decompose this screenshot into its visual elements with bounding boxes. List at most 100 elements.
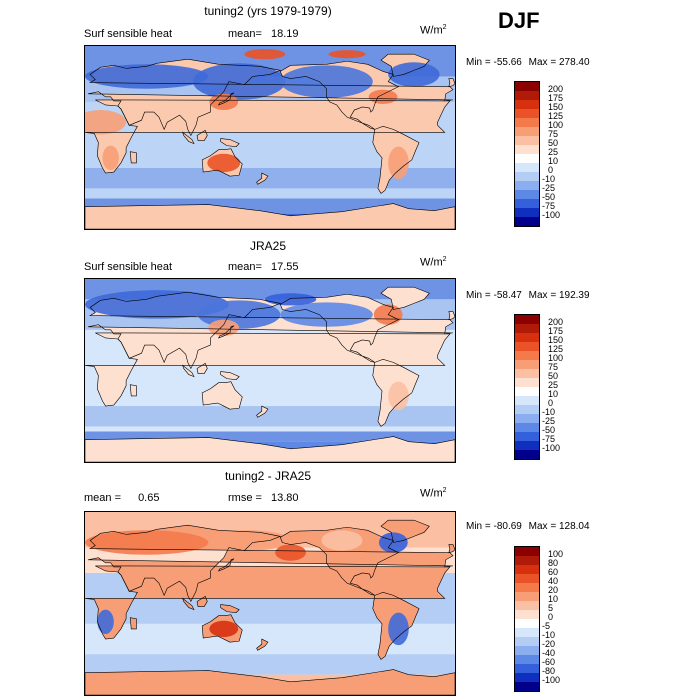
map-field-patch xyxy=(275,544,306,561)
colorbar-tick-label: -60 xyxy=(542,657,556,667)
panel1-variable: Surf sensible heat xyxy=(84,28,173,40)
colorbar-tick-label: 100 xyxy=(548,353,564,363)
colorbar-tick-label: -100 xyxy=(542,443,561,453)
colorbar-swatch xyxy=(515,405,539,414)
colorbar-tick-label: -100 xyxy=(542,675,561,685)
colorbar-swatch xyxy=(515,565,539,574)
colorbar-swatch xyxy=(515,351,539,360)
panel1-map-svg xyxy=(85,46,455,229)
colorbar-swatch xyxy=(515,610,539,619)
colorbar-tick-label: 150 xyxy=(548,335,564,345)
colorbar-tick-label: 100 xyxy=(548,549,564,559)
coastline-sumatra xyxy=(182,364,195,378)
colorbar-tick-label: -75 xyxy=(542,434,556,444)
land-fill-africa xyxy=(85,565,450,640)
coastline-madagascar xyxy=(129,384,137,397)
map-field-patch xyxy=(388,62,440,87)
coastline-sumatra xyxy=(182,131,195,145)
coastline-southAmerica xyxy=(372,358,420,427)
colorbar-swatch xyxy=(515,592,539,601)
coastline-northAmerica xyxy=(279,293,400,363)
colorbar-swatch xyxy=(515,100,539,109)
land-fill-madagascar xyxy=(130,151,137,163)
coastline-antarctica xyxy=(85,436,455,462)
colorbar-swatch xyxy=(515,369,539,378)
land-fill-newGuinea xyxy=(220,604,240,613)
land-fill-borneo xyxy=(197,130,208,141)
coastline-antarctica xyxy=(85,669,455,695)
panel2-variable: Surf sensible heat xyxy=(84,261,173,273)
colorbar-swatch xyxy=(515,163,539,172)
coastline-japan xyxy=(217,92,235,106)
coastline-africa xyxy=(85,99,451,174)
colorbar-swatch xyxy=(515,432,539,441)
colorbar-swatch xyxy=(515,682,539,691)
map-field-patch xyxy=(207,153,241,173)
colorbar-swatch xyxy=(515,655,539,664)
land-fill-newZealand xyxy=(256,639,268,651)
coastline-greenland xyxy=(380,53,430,77)
panel2-map xyxy=(84,278,456,463)
colorbar-tick-label: 25 xyxy=(548,147,559,157)
coastline-newGuinea xyxy=(220,371,240,380)
panel1-map xyxy=(84,45,456,230)
land-fill-africa xyxy=(85,332,450,407)
colorbar-tick-label: 200 xyxy=(548,84,564,94)
coastline-southAmerica xyxy=(372,591,420,660)
panel3-map xyxy=(84,511,456,696)
map-field-patch xyxy=(388,612,409,646)
colorbar-swatch xyxy=(515,673,539,682)
coastline-southAmerica xyxy=(372,125,420,194)
coastline-africa xyxy=(85,332,451,407)
colorbar-tick-label: 25 xyxy=(548,380,559,390)
colorbar-tick-label: 175 xyxy=(548,326,564,336)
colorbar-swatch xyxy=(515,601,539,610)
panel2-min: Min = -58.47 xyxy=(466,290,522,301)
panel2-map-svg xyxy=(85,279,455,462)
colorbar-tick-label: 125 xyxy=(548,111,564,121)
coastline-newGuinea xyxy=(220,138,240,147)
colorbar-tick-label: 10 xyxy=(548,594,559,604)
map-field-patch xyxy=(264,293,317,306)
colorbar-tick-label: 40 xyxy=(548,576,559,586)
colorbar-tick-label: 80 xyxy=(548,558,559,568)
coastline-australia xyxy=(201,614,243,643)
colorbar-swatch xyxy=(515,574,539,583)
colorbar-tick-label: -75 xyxy=(542,201,556,211)
map-field-band xyxy=(85,654,455,675)
map-field-patch xyxy=(102,145,119,171)
map-field-band xyxy=(85,431,455,442)
colorbar-tick-label: 75 xyxy=(548,362,559,372)
land-fill-sumatra xyxy=(182,598,194,610)
colorbar-swatch xyxy=(515,190,539,199)
colorbar-swatch xyxy=(515,583,539,592)
colorbar-tick-label: 0 xyxy=(548,165,554,175)
colorbar-swatch xyxy=(515,414,539,423)
coastline-antarctica xyxy=(85,203,455,229)
panel3-mean-label: mean = xyxy=(84,492,121,504)
colorbar-swatch xyxy=(515,441,539,450)
colorbar-swatch xyxy=(515,378,539,387)
colorbar-swatch xyxy=(515,333,539,342)
land-fill-antarctica xyxy=(85,203,455,229)
coastline-uk xyxy=(448,544,455,554)
panel1-max: Max = 278.40 xyxy=(528,57,590,68)
map-field-patch xyxy=(280,65,373,98)
land-fill-antarctica xyxy=(85,436,455,462)
colorbar-swatch xyxy=(515,646,539,655)
coastline-northAmerica xyxy=(279,526,400,596)
colorbar-tick-label: 5 xyxy=(548,603,554,613)
colorbar-tick-label: -50 xyxy=(542,425,556,435)
coastline-newZealand xyxy=(256,638,269,651)
coastline-sumatra xyxy=(182,597,195,611)
map-field-patch xyxy=(388,381,409,411)
land-fill-greenland xyxy=(381,287,430,310)
panel1-mean-label: mean= xyxy=(228,28,262,40)
map-field-patch xyxy=(209,93,239,111)
map-field-band xyxy=(85,406,455,427)
panel2-colorbar xyxy=(514,314,540,460)
coastline-australia xyxy=(201,148,243,177)
map-field-patch xyxy=(328,50,366,59)
map-field-patch xyxy=(208,319,240,336)
panel3-units: W/m2 xyxy=(420,487,447,500)
